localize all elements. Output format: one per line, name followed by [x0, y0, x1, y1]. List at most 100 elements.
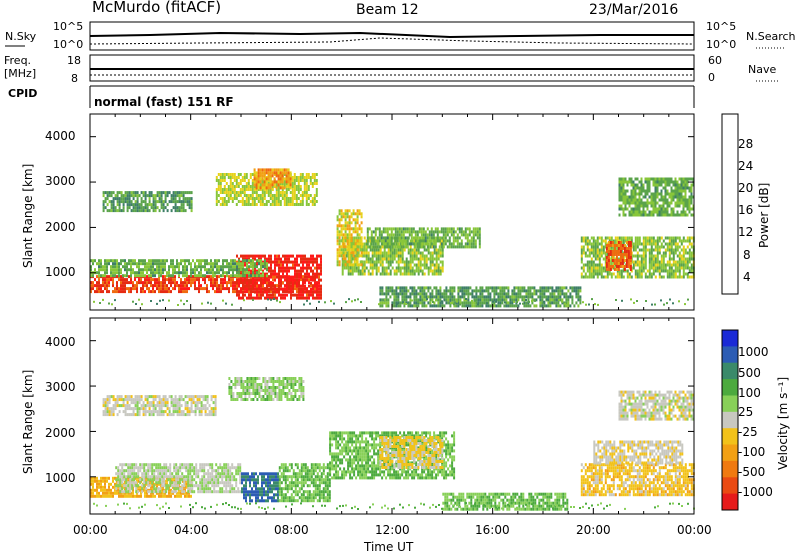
heatmap-cell — [630, 177, 633, 181]
heatmap-cell — [270, 260, 272, 264]
heatmap-cell — [479, 289, 482, 293]
heatmap-cell — [413, 269, 416, 273]
heatmap-cell — [656, 263, 659, 267]
heatmap-cell — [409, 269, 412, 273]
heatmap-cell — [320, 290, 322, 294]
heatmap-cell — [690, 189, 693, 193]
heatmap-cell — [100, 287, 102, 291]
heatmap-cell — [420, 245, 423, 249]
heatmap-cell — [662, 210, 665, 214]
heatmap-cell — [336, 233, 339, 237]
heatmap-cell — [196, 268, 198, 272]
heatmap-cell — [232, 287, 234, 291]
heatmap-cell — [660, 189, 663, 193]
heatmap-cell — [280, 257, 282, 261]
heatmap-cell — [684, 198, 687, 202]
heatmap-cell — [366, 242, 369, 246]
heatmap-cell — [682, 189, 685, 193]
heatmap-cell — [144, 191, 147, 195]
heatmap-cell — [367, 254, 370, 258]
heatmap-cell — [252, 257, 254, 261]
heatmap-cell — [360, 251, 363, 255]
heatmap-cell — [640, 198, 643, 202]
heatmap-cell — [238, 284, 240, 288]
heatmap-cell — [258, 268, 260, 272]
heatmap-cell — [235, 197, 238, 200]
heatmap-cell — [634, 192, 637, 196]
heatmap-cell — [214, 265, 216, 269]
heatmap-cell — [670, 189, 673, 193]
heatmap-cell — [547, 304, 550, 308]
heatmap-cell — [468, 230, 471, 234]
heatmap-cell — [284, 287, 286, 291]
heatmap-cell — [108, 281, 110, 285]
heatmap-cell — [120, 191, 123, 195]
heatmap-cell — [577, 286, 580, 290]
heatmap-cell — [409, 239, 412, 243]
heatmap-cell — [625, 247, 628, 250]
heatmap-cell — [473, 301, 476, 305]
heatmap-cell — [237, 173, 240, 176]
heatmap-cell — [152, 274, 154, 278]
heatmap-cell — [361, 251, 364, 255]
heatmap-cell — [415, 295, 418, 299]
heatmap-cell — [342, 236, 345, 240]
heatmap-cell — [178, 268, 180, 272]
heatmap-cell — [584, 272, 587, 276]
heatmap-cell — [431, 269, 434, 273]
heatmap-cell — [660, 275, 663, 279]
heatmap-cell — [290, 281, 292, 285]
heatmap-cell — [397, 254, 400, 258]
heatmap-cell — [381, 260, 384, 264]
heatmap-cell — [621, 265, 624, 268]
heatmap-cell — [130, 290, 132, 294]
heatmap-cell — [625, 241, 628, 244]
heatmap-cell — [533, 286, 536, 290]
heatmap-cell — [297, 191, 300, 194]
heatmap-cell — [172, 287, 174, 291]
heatmap-cell — [551, 295, 554, 299]
heatmap-cell — [666, 272, 669, 276]
heatmap-cell — [395, 260, 398, 264]
heatmap-cell — [686, 239, 689, 243]
heatmap-cell — [624, 189, 627, 193]
heatmap-cell — [96, 287, 98, 291]
heatmap-cell — [541, 298, 544, 302]
heatmap-cell — [621, 244, 624, 247]
heatmap-cell — [225, 191, 228, 194]
heatmap-cell — [434, 227, 437, 231]
heatmap-cell — [652, 204, 655, 208]
heatmap-cell — [382, 239, 385, 243]
heatmap-cell — [658, 272, 661, 276]
heatmap-cell — [479, 286, 482, 290]
heatmap-cell — [108, 259, 110, 263]
heatmap-cell — [430, 239, 433, 243]
heatmap-cell — [559, 289, 562, 293]
heatmap-cell — [246, 284, 248, 288]
heatmap-cell — [425, 263, 428, 267]
heatmap-cell — [646, 201, 649, 205]
heatmap-cell — [309, 182, 312, 185]
heatmap-cell — [302, 290, 304, 294]
heatmap-cell — [428, 236, 431, 240]
heatmap-cell — [602, 239, 605, 243]
heatmap-cell — [310, 293, 312, 297]
heatmap-cell — [623, 259, 626, 262]
heatmap-cell — [591, 298, 593, 301]
heatmap-cell — [619, 244, 622, 247]
heatmap-cell — [424, 239, 427, 243]
heatmap-cell — [295, 203, 298, 206]
heatmap-cell — [607, 259, 610, 262]
heatmap-cell — [277, 203, 280, 206]
heatmap-cell — [307, 194, 310, 197]
heatmap-cell — [664, 186, 667, 190]
heatmap-cell — [379, 257, 382, 261]
heatmap-cell — [308, 272, 310, 276]
heatmap-cell — [640, 242, 643, 246]
heatmap-cell — [662, 195, 665, 199]
heatmap-cell — [598, 248, 601, 252]
heatmap-cell — [363, 248, 366, 252]
heatmap-cell — [266, 268, 268, 272]
heatmap-cell — [380, 242, 383, 246]
heatmap-cell — [386, 239, 389, 243]
